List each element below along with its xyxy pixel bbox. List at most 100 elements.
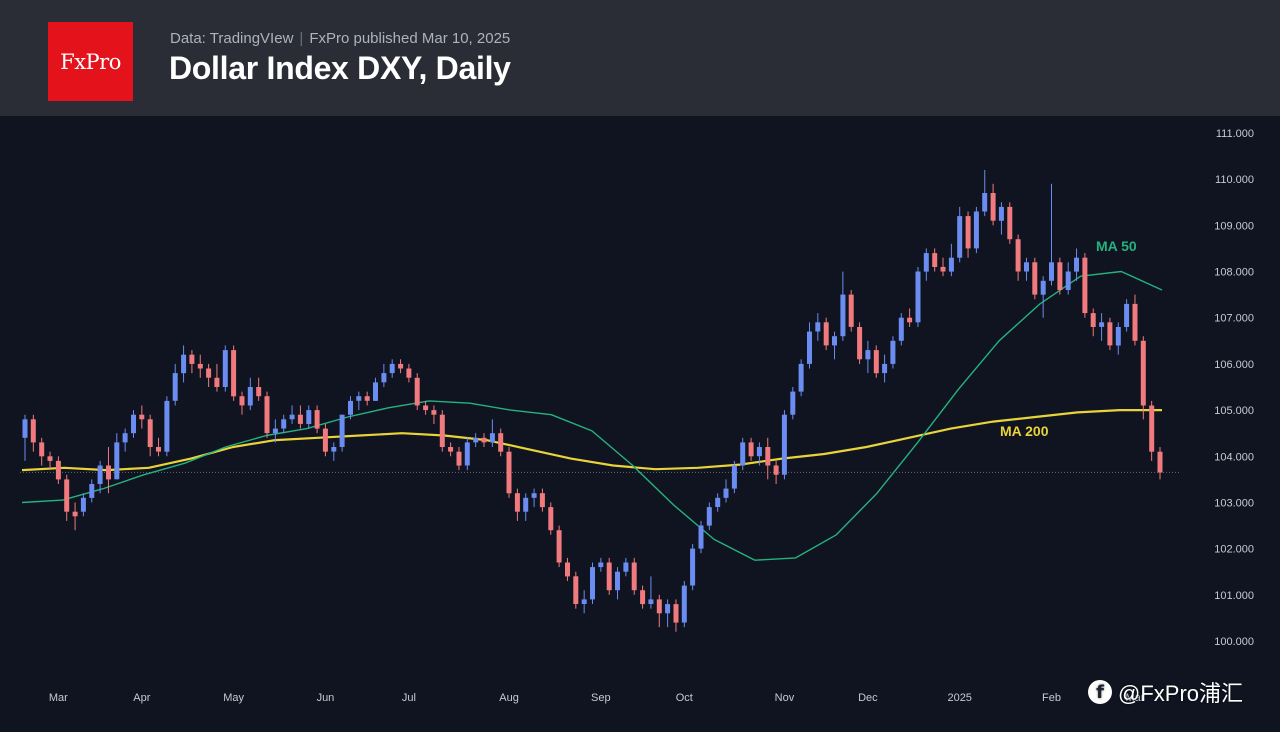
candle-body <box>915 271 921 323</box>
x-tick-label: Oct <box>676 692 693 704</box>
candle-body <box>197 363 203 369</box>
candle-body <box>973 211 979 249</box>
candle-body <box>97 465 103 484</box>
candle-body <box>356 396 362 401</box>
candle-body <box>640 590 646 605</box>
candle-body <box>598 562 604 568</box>
candle-body <box>1090 313 1096 327</box>
candle-body <box>556 530 562 563</box>
candle-body <box>39 442 45 457</box>
candle-body <box>406 368 412 378</box>
ma200-line <box>21 409 1162 472</box>
candle-body <box>297 414 303 424</box>
candle-body <box>214 377 220 387</box>
candle-body <box>439 414 445 447</box>
candle-body <box>281 419 287 429</box>
x-tick-label: Nov <box>775 692 795 704</box>
candle-body <box>798 363 804 392</box>
candle-body <box>673 604 679 623</box>
candle-body <box>815 322 821 332</box>
x-tick-label: Jun <box>317 692 335 704</box>
published-info: FxPro published Mar 10, 2025 <box>309 30 511 47</box>
candle-body <box>122 433 128 443</box>
candle-body <box>389 363 395 374</box>
candle-body <box>231 350 237 397</box>
candle-body <box>656 599 662 614</box>
candle-body <box>573 576 579 604</box>
y-tick-label: 102.000 <box>1214 544 1254 556</box>
y-tick-label: 109.000 <box>1214 220 1254 232</box>
candle-body <box>790 391 796 415</box>
candle-body <box>940 266 946 272</box>
fxpro-logo: FxPro <box>48 22 133 101</box>
candle-body <box>189 354 195 364</box>
candle-body <box>1065 271 1071 290</box>
candle-body <box>581 599 587 604</box>
candle-body <box>147 419 153 447</box>
data-source: Data: TradingVIew <box>170 30 294 47</box>
x-tick-label: Aug <box>499 692 519 704</box>
candle-body <box>857 327 863 360</box>
watermark: f @FxPro浦汇 <box>1088 676 1243 708</box>
candle-body <box>731 465 737 489</box>
candlestick-chart: 111.000 110.000 109.000 108.000 107.000 106.0… <box>20 128 1254 704</box>
candle-body <box>840 294 846 337</box>
candle-body <box>823 322 829 346</box>
candle-body <box>723 488 729 498</box>
candle-body <box>247 387 253 406</box>
chart-title: Dollar Index DXY, Daily <box>169 50 511 86</box>
candle-body <box>548 507 554 531</box>
ma50-line <box>21 270 1163 561</box>
candle-body <box>898 317 904 341</box>
x-tick-label: Jul <box>402 692 416 704</box>
candle-body <box>1157 451 1163 473</box>
y-tick-label: 107.000 <box>1214 313 1254 325</box>
candle-body <box>890 340 896 364</box>
candle-body <box>615 571 620 591</box>
y-tick-label: 105.000 <box>1214 405 1254 417</box>
candle-body <box>106 465 111 480</box>
candle-body <box>239 396 245 406</box>
x-tick-label: 2025 <box>947 692 971 704</box>
candle-body <box>990 193 996 221</box>
y-tick-label: 104.000 <box>1214 451 1254 463</box>
candle-body <box>948 257 954 272</box>
candle-body <box>765 447 771 466</box>
candle-body <box>448 447 454 452</box>
candle-body <box>690 548 696 586</box>
candle-body <box>47 456 53 461</box>
candle-body <box>1007 206 1013 240</box>
candle-body <box>306 410 312 424</box>
x-tick-label: May <box>223 692 244 704</box>
candle-body <box>156 447 161 452</box>
candle-body <box>30 419 36 443</box>
candle-body <box>523 497 529 512</box>
y-tick-label: 103.000 <box>1214 497 1254 509</box>
candle-body <box>715 497 721 507</box>
candle-body <box>423 405 429 411</box>
candle-body <box>1082 257 1088 314</box>
ma200-label: MA 200 <box>1000 423 1049 439</box>
candle-body <box>1107 322 1113 346</box>
meta-separator: | <box>299 30 304 47</box>
candle-body <box>80 497 86 512</box>
candle-body <box>164 400 170 452</box>
candle-body <box>506 451 512 494</box>
candle-body <box>1124 303 1130 327</box>
candle-body <box>957 216 963 258</box>
y-tick-label: 100.000 <box>1214 636 1254 648</box>
facebook-icon: f <box>1088 680 1112 704</box>
candle-body <box>998 206 1004 221</box>
candle-body <box>514 493 520 512</box>
x-tick-label: Dec <box>858 692 878 704</box>
candle-body <box>289 414 295 420</box>
x-tick-label: Mar <box>49 692 68 704</box>
candle-body <box>882 363 888 374</box>
candle-body <box>339 414 345 447</box>
candle-body <box>832 336 837 346</box>
candle-body <box>1057 262 1063 290</box>
logo-text: FxPro <box>60 49 121 74</box>
candle-body <box>172 373 178 401</box>
candle-body <box>364 396 370 401</box>
candle-body <box>932 253 938 267</box>
